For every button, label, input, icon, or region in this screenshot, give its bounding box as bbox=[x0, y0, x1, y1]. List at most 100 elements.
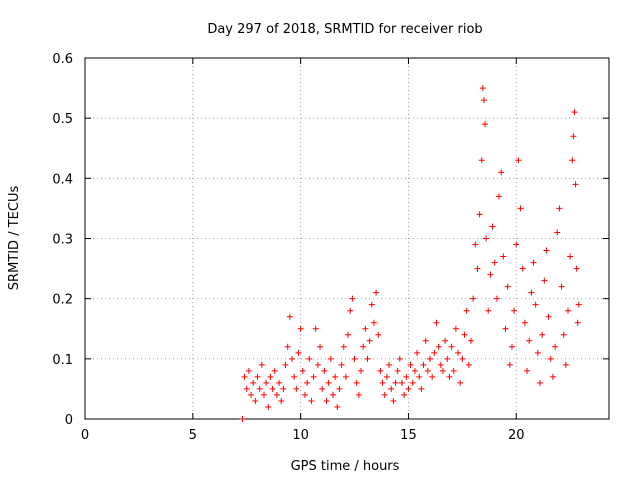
x-tick-label: 15 bbox=[400, 428, 417, 443]
data-point bbox=[530, 259, 537, 266]
data-point bbox=[360, 343, 367, 350]
data-point bbox=[508, 343, 515, 350]
plot-frame bbox=[84, 57, 610, 420]
data-point bbox=[403, 373, 410, 380]
data-point bbox=[470, 295, 477, 302]
data-point bbox=[534, 349, 541, 356]
data-point bbox=[558, 283, 565, 290]
data-point bbox=[273, 391, 280, 398]
data-point bbox=[521, 319, 528, 326]
y-tick-label: 0.6 bbox=[52, 52, 73, 67]
data-point bbox=[362, 325, 369, 332]
data-point bbox=[345, 331, 352, 338]
data-point bbox=[420, 361, 427, 368]
data-point bbox=[241, 373, 248, 380]
data-point bbox=[567, 253, 574, 260]
data-point bbox=[418, 385, 425, 392]
data-point bbox=[489, 223, 496, 230]
data-point bbox=[465, 361, 472, 368]
data-point bbox=[239, 416, 246, 422]
y-axis-label: SRMTID / TECUs bbox=[7, 186, 22, 291]
data-point bbox=[565, 307, 572, 314]
data-point bbox=[554, 229, 561, 236]
data-point bbox=[396, 355, 403, 362]
data-point bbox=[358, 367, 365, 374]
y-tick-label: 0.1 bbox=[52, 353, 73, 368]
data-point bbox=[377, 367, 384, 374]
data-point bbox=[424, 367, 431, 374]
data-point bbox=[254, 373, 261, 380]
data-point bbox=[506, 361, 513, 368]
data-point bbox=[295, 349, 302, 356]
data-point bbox=[392, 379, 399, 386]
data-point bbox=[573, 265, 580, 272]
data-point bbox=[571, 109, 578, 116]
data-point bbox=[491, 259, 498, 266]
data-point bbox=[570, 133, 577, 140]
data-point bbox=[511, 307, 518, 314]
y-tick-label: 0.2 bbox=[52, 293, 73, 308]
x-tick-label: 10 bbox=[292, 428, 309, 443]
data-point bbox=[496, 193, 503, 200]
data-point bbox=[467, 337, 474, 344]
data-point bbox=[543, 247, 550, 254]
data-point bbox=[480, 97, 487, 104]
data-point bbox=[493, 295, 500, 302]
data-point bbox=[439, 367, 446, 374]
data-point bbox=[297, 325, 304, 332]
x-tick-label: 5 bbox=[189, 428, 197, 443]
data-point bbox=[498, 169, 505, 176]
data-point bbox=[444, 355, 451, 362]
data-point bbox=[556, 205, 563, 212]
y-tick-label: 0.4 bbox=[52, 172, 73, 187]
data-points bbox=[239, 85, 582, 422]
data-point bbox=[472, 241, 479, 248]
data-point bbox=[263, 379, 270, 386]
data-point bbox=[366, 337, 373, 344]
data-point bbox=[479, 85, 486, 92]
data-point bbox=[325, 379, 332, 386]
data-point bbox=[370, 319, 377, 326]
data-point bbox=[422, 337, 429, 344]
data-point bbox=[340, 343, 347, 350]
data-point bbox=[329, 391, 336, 398]
data-point bbox=[349, 295, 356, 302]
data-point bbox=[368, 301, 375, 308]
data-point bbox=[265, 403, 272, 410]
data-point bbox=[312, 325, 319, 332]
data-point bbox=[562, 361, 569, 368]
data-point bbox=[319, 385, 326, 392]
data-point bbox=[545, 313, 552, 320]
data-point bbox=[381, 391, 388, 398]
data-point bbox=[435, 343, 442, 350]
x-tick-label: 20 bbox=[508, 428, 525, 443]
data-point bbox=[334, 403, 341, 410]
data-point bbox=[276, 379, 283, 386]
data-point bbox=[293, 385, 300, 392]
data-point bbox=[284, 343, 291, 350]
data-point bbox=[314, 361, 321, 368]
data-point bbox=[327, 355, 334, 362]
data-point bbox=[485, 307, 492, 314]
data-point bbox=[487, 271, 494, 278]
data-point bbox=[442, 337, 449, 344]
data-point bbox=[429, 373, 436, 380]
data-point bbox=[245, 367, 252, 374]
data-point bbox=[437, 361, 444, 368]
data-point bbox=[502, 325, 509, 332]
data-point bbox=[549, 373, 556, 380]
data-point bbox=[383, 373, 390, 380]
data-point bbox=[448, 343, 455, 350]
data-point bbox=[547, 355, 554, 362]
data-point bbox=[452, 325, 459, 332]
data-point bbox=[474, 265, 481, 272]
x-axis-label: GPS time / hours bbox=[291, 459, 400, 474]
data-point bbox=[524, 367, 531, 374]
data-point bbox=[455, 349, 462, 356]
data-point bbox=[476, 211, 483, 218]
data-point bbox=[560, 331, 567, 338]
data-point bbox=[416, 373, 423, 380]
data-point bbox=[504, 283, 511, 290]
data-point bbox=[526, 337, 533, 344]
data-point bbox=[299, 367, 306, 374]
